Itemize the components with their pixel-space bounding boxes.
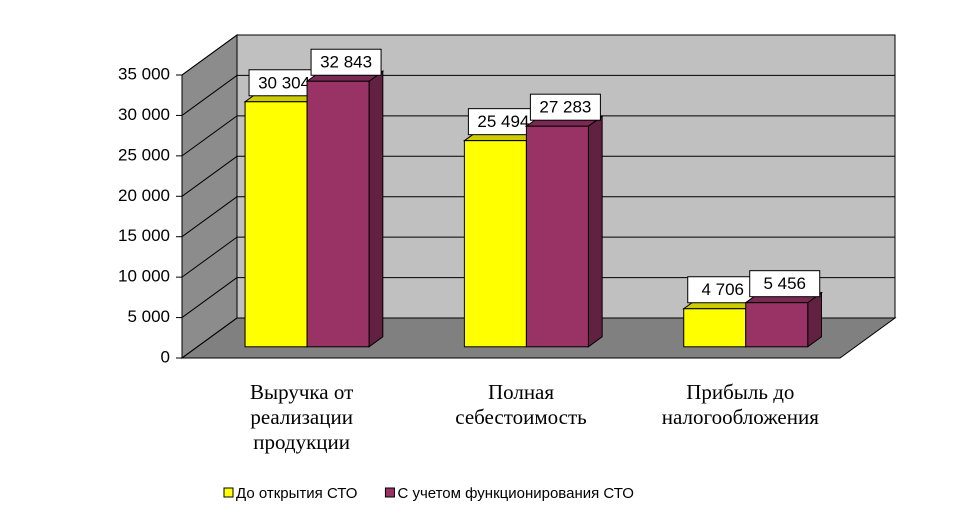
y-tick-label: 35 000 <box>118 64 170 83</box>
value-label: 5 456 <box>763 274 806 293</box>
y-tick-label: 25 000 <box>118 145 170 164</box>
bar <box>306 80 370 348</box>
bar <box>244 101 308 348</box>
bar <box>525 125 589 348</box>
y-tick-label: 15 000 <box>118 226 170 245</box>
legend-swatch <box>223 487 234 498</box>
value-label-box <box>749 270 821 298</box>
left-wall <box>181 34 238 359</box>
value-label-box <box>467 108 539 136</box>
bar <box>745 302 809 348</box>
side-grid-line <box>181 155 238 197</box>
bar-side <box>587 115 603 348</box>
legend-label: С учетом функционирования СТО <box>397 485 633 502</box>
value-label-box <box>529 93 601 121</box>
side-grid-line <box>181 34 238 76</box>
side-grid-line <box>181 236 238 278</box>
y-tick-label: 0 <box>161 347 170 366</box>
side-grid-line <box>181 196 238 238</box>
value-label: 25 494 <box>477 112 529 131</box>
legend-swatch <box>384 487 395 498</box>
side-grid-line <box>181 317 238 359</box>
y-tick-label: 30 000 <box>118 105 170 124</box>
side-grid-line <box>181 277 238 318</box>
y-tick-label: 20 000 <box>118 186 170 205</box>
x-tick-label: Выручка от реализации продукции <box>250 380 354 454</box>
value-label: 32 843 <box>320 53 372 72</box>
value-label: 4 706 <box>701 280 744 299</box>
legend-label: До открытия СТО <box>236 485 357 502</box>
bar <box>463 140 527 348</box>
value-label: 27 283 <box>539 98 591 117</box>
x-tick-label: Прибыль до налогообложения <box>661 380 819 429</box>
y-tick-label: 10 000 <box>118 267 170 286</box>
side-grid-line <box>181 115 238 157</box>
bar-side <box>368 70 384 348</box>
y-tick-label: 5 000 <box>127 307 170 326</box>
value-label-box <box>310 48 382 76</box>
x-tick-label: Полная себестоимость <box>455 380 587 429</box>
bar <box>683 308 747 348</box>
side-grid-line <box>181 75 238 116</box>
value-label: 30 304 <box>258 73 310 92</box>
